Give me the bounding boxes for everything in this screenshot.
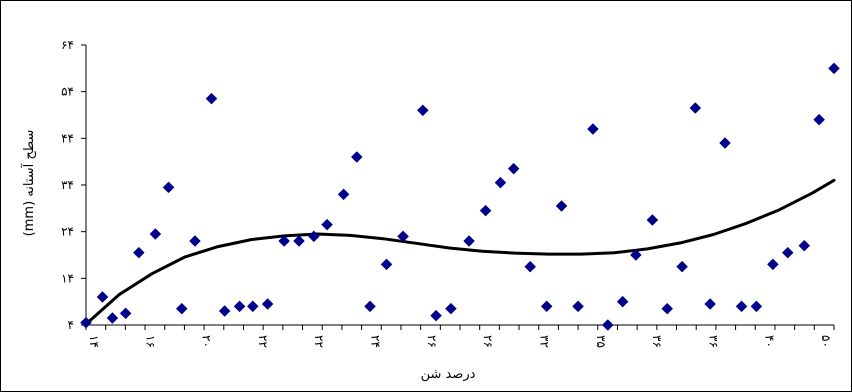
data-point [587, 123, 599, 135]
x-tick-label: ۲۲ [256, 335, 270, 348]
x-tick-label: ۳۶ [650, 335, 664, 348]
data-point [380, 258, 393, 271]
data-point [430, 309, 442, 322]
x-tick-label-group: ۱۴ [87, 335, 101, 348]
data-point [397, 230, 409, 243]
x-tick-label: ۲۶ [425, 335, 439, 348]
data-point [813, 113, 825, 126]
data-point [767, 258, 779, 271]
x-tick-label-group: ۳۲ [537, 335, 551, 348]
x-tick-label: ۳۲ [537, 335, 551, 348]
data-point [676, 260, 688, 273]
x-tick-label: ۱۴ [87, 335, 101, 348]
data-point [350, 151, 363, 163]
x-tick-label-group: ۳۶ [650, 335, 664, 348]
data-point [494, 176, 507, 189]
data-point [96, 291, 109, 303]
y-tick-label: ۳۴ [61, 178, 74, 192]
data-point [175, 302, 188, 315]
data-point [661, 302, 674, 315]
x-tick-label: ۲۰ [200, 335, 214, 348]
x-tick-label-group: ۲۲ [256, 335, 270, 348]
x-tick-label-group: ۳۵ [594, 335, 608, 348]
data-point [798, 239, 811, 252]
data-point [601, 319, 614, 331]
x-tick-label: ۲۴ [369, 335, 383, 348]
data-point [646, 214, 659, 226]
data-point [321, 218, 333, 231]
data-point [261, 298, 274, 310]
y-axis: ۴ ۱۴ ۲۴ ۳۴ ۴۴ ۵۴ ۶۴ [61, 38, 87, 332]
x-tick-label: ۲۶ [481, 335, 495, 348]
data-point [416, 104, 429, 117]
data-point [205, 92, 218, 105]
data-point [218, 305, 231, 317]
data-point [719, 137, 731, 149]
trendline-layer [84, 178, 836, 326]
y-tick-label: ۱۴ [61, 271, 74, 285]
data-point [630, 249, 642, 261]
data-point [162, 181, 175, 194]
data-point [246, 300, 259, 313]
data-point [781, 246, 794, 259]
x-tick-label: ۳۵ [594, 335, 608, 348]
data-point [555, 200, 568, 212]
x-tick-label-group: ۵۰ [819, 335, 833, 348]
x-tick-label-group: ۲۰ [200, 335, 214, 348]
data-point [233, 300, 246, 313]
data-point [189, 235, 201, 247]
x-tick-label-group: ۲۶ [481, 335, 495, 348]
x-axis: ۱۴ ۱۶ ۲۰ ۲۲ ۲۲ ۲۴ ۲۶ ۲۶ ۳۲ ۳۵ ۳۶ ۳۶ ۴۰ ۵۰ [85, 324, 835, 348]
x-axis-title: درصد شن [421, 367, 476, 382]
data-point [149, 228, 162, 240]
x-tick-label: ۴۰ [763, 335, 777, 348]
data-point [80, 316, 92, 329]
x-tick-label-group: ۴۰ [763, 335, 777, 348]
data-points [80, 62, 840, 331]
y-axis-title: سطح آستانه (mm) [20, 130, 37, 237]
data-point [524, 260, 537, 273]
data-point [445, 302, 457, 315]
x-tick-label: ۵۰ [819, 335, 833, 348]
data-point [278, 235, 290, 247]
y-tick-label: ۲۴ [61, 225, 74, 239]
data-point [463, 235, 475, 247]
x-tick-label: ۱۶ [143, 335, 157, 348]
data-point [119, 307, 132, 320]
y-tick-label: ۵۴ [61, 85, 74, 99]
data-point [750, 300, 763, 313]
data-point [507, 162, 520, 175]
x-tick-label: ۲۲ [312, 335, 326, 348]
x-tick-label-group: ۳۶ [706, 335, 720, 348]
y-tick-label: ۴ [68, 318, 74, 332]
data-point [689, 102, 702, 114]
data-point [828, 62, 840, 75]
data-point [293, 235, 305, 247]
data-point [704, 298, 717, 310]
x-tick-label-group: ۲۴ [369, 335, 383, 348]
data-point [572, 300, 584, 313]
data-point [337, 188, 350, 201]
data-point [616, 295, 629, 308]
y-tick-label: ۶۴ [61, 38, 74, 52]
trendline [84, 178, 836, 326]
x-tick-label-group: ۱۶ [143, 335, 157, 348]
y-tick-label: ۴۴ [61, 131, 74, 145]
data-point [132, 246, 145, 259]
data-point [308, 230, 320, 243]
x-tick-label-group: ۲۲ [312, 335, 326, 348]
data-point [479, 204, 492, 217]
data-point [106, 312, 119, 324]
x-tick-label-group: ۲۶ [425, 335, 439, 348]
data-point [540, 300, 553, 313]
data-point [735, 300, 748, 313]
x-tick-label: ۳۶ [706, 335, 720, 348]
data-point [364, 300, 376, 313]
